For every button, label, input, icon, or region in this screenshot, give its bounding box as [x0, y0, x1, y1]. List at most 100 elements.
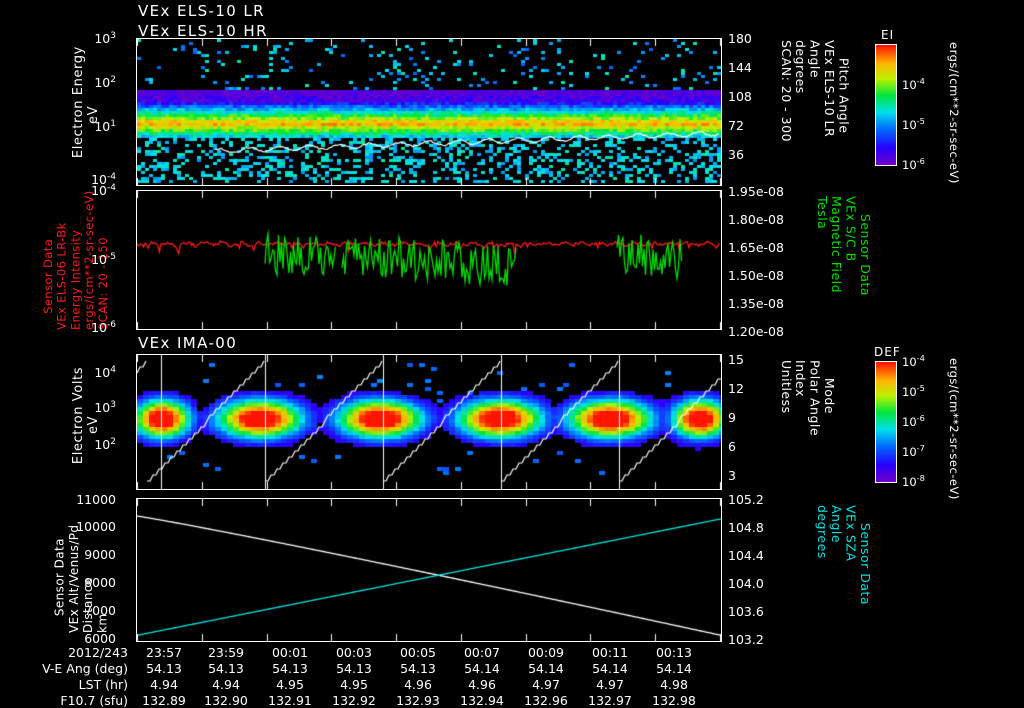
bottom-table-cell-ve_ang-7: 54.14 — [592, 661, 628, 676]
panel3-spectrogram — [137, 355, 721, 489]
panel3-colorbar-tick-3: 10-6 — [902, 413, 925, 429]
bottom-table-cell-f107-1: 132.90 — [204, 693, 248, 708]
panel1-ytick-right-144: 144 — [728, 60, 752, 75]
panel4-ytick-right-4: 104.0 — [728, 576, 764, 591]
panel3-ytick-right-3: 3 — [728, 468, 736, 483]
panel1-ytick-right-72: 72 — [728, 118, 744, 133]
panel1-colorbar-tick-2: 10-5 — [902, 116, 925, 132]
panel4-traces — [137, 499, 721, 641]
panel4-ytick-7000: 7000 — [84, 603, 116, 618]
panel1-colorbar-title: EI — [881, 28, 895, 42]
panel4-ytick-right-2: 104.8 — [728, 520, 764, 535]
panel3-colorbar-title: DEF — [874, 345, 901, 359]
panel2-traces — [137, 191, 721, 329]
bottom-table-cell-ve_ang-5: 54.14 — [464, 661, 500, 676]
panel1-ytick-1000: 103 — [94, 30, 116, 46]
bottom-table-cell-f107-7: 132.97 — [588, 693, 632, 708]
panel2-ytick-right-2: 1.80e-08 — [728, 212, 784, 227]
bottom-table-cell-time-6: 00:09 — [527, 645, 565, 660]
bottom-table-cell-lst-3: 4.95 — [340, 677, 368, 692]
panel1-title-hr: VEx ELS-10 HR — [138, 22, 268, 40]
panel1-ytick-right-180: 180 — [728, 31, 752, 46]
bottom-table-cell-lst-6: 4.97 — [532, 677, 560, 692]
bottom-table-cell-time-3: 00:03 — [335, 645, 373, 660]
bottom-table-cell-ve_ang-1: 54.13 — [208, 661, 244, 676]
bottom-table-cell-time-5: 00:07 — [463, 645, 501, 660]
panel4-ytick-right-6: 103.2 — [728, 632, 764, 647]
panel4-plot-area — [136, 498, 722, 642]
bottom-table-cell-ve_ang-3: 54.13 — [336, 661, 372, 676]
panel4-ytick-11000: 11000 — [76, 492, 116, 507]
panel1-left-axis-label-text: Electron Energy eV — [71, 46, 101, 159]
panel1-plot-area — [136, 38, 722, 186]
bottom-table-cell-time-8: 00:13 — [655, 645, 693, 660]
bottom-table-cell-lst-5: 4.96 — [468, 677, 496, 692]
panel3-ytick-1e4: 104 — [94, 364, 116, 380]
panel3-right-axis-label: Mode Polar Angle Index Unitless — [764, 360, 850, 482]
bottom-table-cell-ve_ang-0: 54.13 — [146, 661, 182, 676]
panel3-ytick-right-9: 9 — [728, 410, 736, 425]
panel1-colorbar-gradient — [876, 45, 896, 165]
bottom-table-cell-lst-1: 4.94 — [212, 677, 240, 692]
bottom-table-cell-lst-2: 4.95 — [276, 677, 304, 692]
panel2-ytick-1e-5: 10-5 — [91, 251, 116, 267]
panel2-ytick-right-3: 1.65e-08 — [728, 240, 784, 255]
bottom-table-cell-lst-8: 4.98 — [660, 677, 688, 692]
panel2-ytick-right-4: 1.50e-08 — [728, 268, 784, 283]
bottom-table-cell-ve_ang-6: 54.14 — [528, 661, 564, 676]
panel1-right-axis-label-text: Pitch Angle VEx ELS-10 LR Angle degrees … — [778, 40, 852, 142]
bottom-table-cell-f107-8: 132.98 — [652, 693, 696, 708]
bottom-table-cell-time-4: 00:05 — [399, 645, 437, 660]
bottom-table-cell-lst-4: 4.96 — [404, 677, 432, 692]
panel3-ytick-1e2: 102 — [94, 436, 116, 452]
bottom-table-cell-time-2: 00:01 — [271, 645, 309, 660]
panel2-ytick-1e-4: 10-4 — [91, 182, 116, 198]
bottom-table-cell-lst-0: 4.94 — [150, 677, 178, 692]
panel3-colorbar — [875, 361, 897, 483]
panel4-ytick-8000: 8000 — [84, 575, 116, 590]
panel3-ytick-right-15: 15 — [728, 352, 744, 367]
panel1-colorbar-tick-3: 10-6 — [902, 156, 925, 172]
panel2-right-axis-label: Sensor Data VEx S/C B Magnetic Field Tes… — [800, 196, 886, 326]
bottom-table-cell-ve_ang-4: 54.13 — [400, 661, 436, 676]
panel1-ytick-right-108: 108 — [728, 89, 752, 104]
panel4-ytick-10000: 10000 — [76, 519, 116, 534]
bottom-table-cell-ve_ang-8: 54.14 — [656, 661, 692, 676]
panel4-right-axis-label-text: Sensor Data VEx SZA Angle degrees — [814, 505, 873, 606]
panel2-right-axis-label-text: Sensor Data VEx S/C B Magnetic Field Tes… — [814, 196, 873, 297]
panel1-left-axis-label: Electron Energy eV — [56, 46, 116, 177]
panel1-colorbar-unit: ergs/(cm**2-sr-sec-eV) — [947, 42, 961, 184]
bottom-table-row-label-0: 2012/243 — [68, 645, 128, 660]
panel4-ytick-right-5: 103.6 — [728, 604, 764, 619]
panel1-ytick-1e-4: 10-4 — [91, 171, 116, 187]
panel1-colorbar-tick-1: 10-4 — [902, 76, 925, 92]
panel2-ytick-right-1: 1.95e-08 — [728, 184, 784, 199]
panel2-ytick-1e-6: 10-6 — [91, 319, 116, 335]
panel4-right-axis-label: Sensor Data VEx SZA Angle degrees — [800, 505, 886, 631]
panel3-colorbar-tick-4: 10-7 — [902, 443, 925, 459]
panel2-ytick-right-6: 1.20e-08 — [728, 324, 784, 339]
bottom-table-cell-time-0: 23:57 — [145, 645, 183, 660]
panel1-colorbar — [875, 44, 897, 166]
panel4-ytick-right-3: 104.4 — [728, 548, 764, 563]
bottom-table-cell-f107-4: 132.93 — [396, 693, 440, 708]
panel3-colorbar-tick-5: 10-8 — [902, 473, 925, 489]
bottom-table-row-label-3: F10.7 (sfu) — [60, 693, 128, 708]
panel3-colorbar-tick-2: 10-5 — [902, 383, 925, 399]
panel2-ytick-right-5: 1.35e-08 — [728, 296, 784, 311]
panel3-colorbar-tick-1: 10-4 — [902, 353, 925, 369]
bottom-table-cell-time-7: 00:11 — [591, 645, 629, 660]
panel4-ytick-right-1: 105.2 — [728, 492, 764, 507]
panel1-ytick-right-36: 36 — [728, 147, 744, 162]
bottom-table-cell-f107-5: 132.94 — [460, 693, 504, 708]
bottom-table-cell-time-1: 23:59 — [207, 645, 245, 660]
panel3-plot-area — [136, 354, 722, 490]
panel4-ytick-9000: 9000 — [84, 547, 116, 562]
panel1-right-axis-label: Pitch Angle VEx ELS-10 LR Angle degrees … — [764, 40, 865, 180]
panel1-ytick-100: 102 — [94, 74, 116, 90]
bottom-table-cell-lst-7: 4.97 — [596, 677, 624, 692]
panel3-title: VEx IMA-00 — [138, 334, 238, 352]
panel1-ytick-10: 101 — [94, 118, 116, 134]
panel3-ytick-1e3: 103 — [94, 399, 116, 415]
